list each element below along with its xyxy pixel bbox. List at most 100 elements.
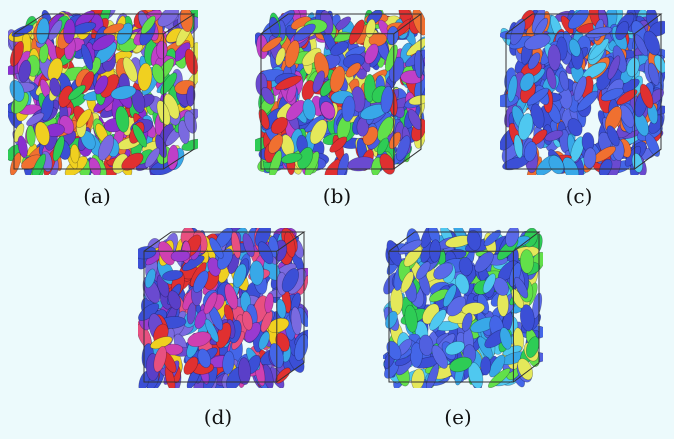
ellipsoid-particle xyxy=(294,334,308,361)
ellipsoid-particle xyxy=(31,153,46,175)
ellipsoid-particle xyxy=(482,273,496,294)
ellipsoid-particle xyxy=(365,18,376,38)
ellipsoid-particle xyxy=(264,292,274,314)
ellipsoid-particle xyxy=(619,104,635,128)
ellipsoid-particle xyxy=(197,348,212,368)
ellipsoid-particle xyxy=(368,32,387,47)
ellipsoid-particle xyxy=(493,277,509,296)
ellipsoid-cube-render-b xyxy=(255,10,425,175)
ellipsoid-particle xyxy=(285,99,306,121)
ellipsoid-particle xyxy=(293,23,316,42)
ellipsoid-particle xyxy=(407,109,422,130)
ellipsoid-particle xyxy=(377,116,394,142)
ellipsoid-particle xyxy=(406,37,425,56)
ellipsoid-particle xyxy=(268,134,284,154)
simulation-box-frame xyxy=(13,13,196,170)
ellipsoid-particle xyxy=(559,70,570,91)
ellipsoid-particle xyxy=(267,317,290,333)
ellipsoid-particle xyxy=(546,67,557,90)
ellipsoid-particle xyxy=(505,228,520,248)
ellipsoid-particle xyxy=(144,268,156,289)
ellipsoid-particle xyxy=(258,331,270,350)
ellipsoid-particle xyxy=(586,26,613,39)
ellipsoid-particle xyxy=(222,350,235,375)
ellipsoid-particle xyxy=(455,273,470,295)
ellipsoid-particle xyxy=(395,135,411,161)
ellipsoid-particle xyxy=(269,150,282,175)
ellipsoid-particle xyxy=(132,124,148,148)
ellipsoid-particle xyxy=(639,83,654,109)
ellipsoid-particle xyxy=(275,75,302,91)
simulation-box-frame xyxy=(260,13,423,170)
ellipsoid-particle xyxy=(371,156,382,175)
simulation-box-frame xyxy=(388,231,541,383)
ellipsoid-particle xyxy=(284,40,300,68)
ellipsoid-particle xyxy=(410,342,423,368)
ellipsoid-particle xyxy=(183,356,199,375)
ellipsoid-particle xyxy=(232,263,247,288)
ellipsoid-particle xyxy=(526,87,549,106)
ellipsoid-particle xyxy=(466,229,482,251)
ellipsoid-particle xyxy=(270,116,288,135)
ellipsoid-particle xyxy=(519,304,535,332)
ellipsoid-particle xyxy=(337,153,350,175)
ellipsoid-particle xyxy=(442,284,457,308)
ellipsoid-particle xyxy=(523,141,538,162)
ellipsoid-particle xyxy=(186,85,196,107)
ellipsoid-particle xyxy=(573,76,587,102)
ellipsoid-particle xyxy=(525,336,540,358)
ellipsoid-particle xyxy=(144,147,161,168)
ellipsoid-particle xyxy=(97,134,115,161)
ellipsoid-particle xyxy=(408,94,425,106)
ellipsoid-particle xyxy=(483,229,502,247)
ellipsoid-particle xyxy=(94,75,109,95)
ellipsoid-particle xyxy=(615,21,630,41)
ellipsoid-particle xyxy=(203,291,218,315)
ellipsoid-particle xyxy=(52,135,65,162)
ellipsoid-cube-render-a xyxy=(8,10,198,175)
ellipsoid-particle xyxy=(518,113,534,141)
ellipsoid-cube-render-c xyxy=(500,10,665,175)
ellipsoid-particle xyxy=(380,85,394,114)
ellipsoid-particle xyxy=(312,70,325,93)
ellipsoid-particle xyxy=(626,57,640,77)
ellipsoid-particle xyxy=(606,125,620,147)
ellipsoid-particle xyxy=(385,310,398,329)
ellipsoid-particle xyxy=(170,249,191,262)
ellipsoid-particle xyxy=(386,26,399,45)
ellipsoid-particle xyxy=(600,87,624,102)
ellipsoid-particle xyxy=(599,158,613,175)
ellipsoid-particle xyxy=(519,249,534,274)
ellipsoid-particle xyxy=(162,269,184,281)
ellipsoid-particle xyxy=(238,357,251,385)
ellipsoid-particle xyxy=(9,79,25,102)
ellipsoid-particle xyxy=(275,47,286,66)
ellipsoid-particle xyxy=(461,302,485,316)
ellipsoid-particle xyxy=(576,90,599,112)
ellipsoid-particle xyxy=(547,44,561,71)
ellipsoid-particle xyxy=(384,44,398,72)
ellipsoid-particle xyxy=(433,262,454,280)
ellipsoid-particle xyxy=(158,241,176,266)
ellipsoid-particle xyxy=(187,331,212,348)
ellipsoid-particle xyxy=(63,18,76,44)
ellipsoid-particle xyxy=(18,59,32,83)
ellipsoid-particle xyxy=(122,56,138,82)
ellipsoid-particle xyxy=(412,10,425,36)
ellipsoid-particle xyxy=(488,354,506,378)
ellipsoid-particle xyxy=(527,52,541,70)
ellipsoid-particle xyxy=(461,312,473,332)
ellipsoid-particle xyxy=(588,38,610,61)
ellipsoid-particle xyxy=(348,19,365,45)
ellipsoid-particle xyxy=(426,363,440,388)
panel-a xyxy=(8,10,198,175)
ellipsoid-particle xyxy=(411,368,425,388)
ellipsoid-particle xyxy=(76,109,92,128)
ellipsoid-particle xyxy=(13,123,25,143)
ellipsoid-particle xyxy=(647,62,660,86)
ellipsoid-particle xyxy=(34,121,50,146)
ellipsoid-particle xyxy=(281,268,299,293)
ellipsoid-particle xyxy=(607,55,621,80)
ellipsoid-particle xyxy=(341,95,356,122)
ellipsoid-particle xyxy=(242,310,253,331)
